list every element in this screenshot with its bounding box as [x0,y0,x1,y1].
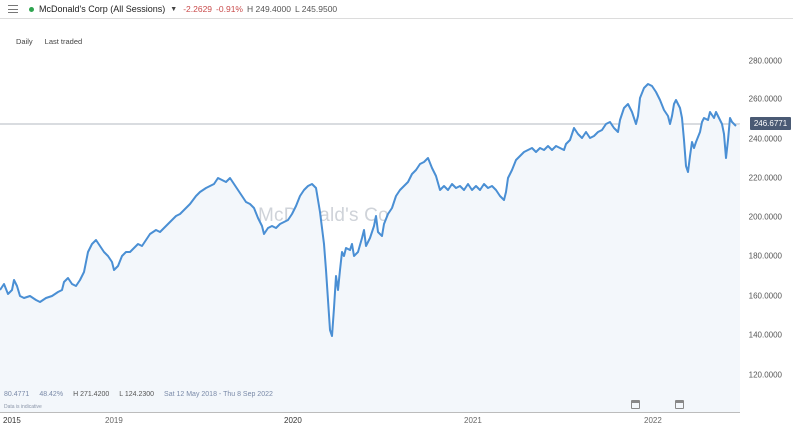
date-range: Sat 12 May 2018 - Thu 8 Sep 2022 [164,391,273,398]
price-change: -2.2629 [183,4,213,14]
x-tick-label: 2022 [644,416,662,425]
y-tick-label: 240.0000 [748,134,782,144]
range-high: H 271.4200 [73,391,110,398]
price-chart[interactable] [0,20,740,412]
calendar-event-icon[interactable] [631,400,640,409]
calendar-event-icon[interactable] [675,400,684,409]
axis-gap [740,412,793,413]
y-tick-label: 280.0000 [748,56,782,66]
y-tick-label: 200.0000 [748,212,782,222]
range-change-percent: 48.42% [39,391,64,398]
market-status-dot [29,6,34,12]
price-line [0,83,737,337]
chart-controls: Daily Last traded [16,37,82,46]
session-high: H 249.4000 [246,4,291,14]
y-tick-label: 260.0000 [748,94,782,104]
instrument-selector[interactable]: McDonald's Corp (All Sessions) [39,4,166,14]
y-tick-label: 220.0000 [748,173,782,183]
session-low: L 245.9500 [294,4,338,14]
x-tick-label: 2019 [105,416,123,425]
range-stats: 80.4771 48.42% H 271.4200 L 124.2300 Sat… [4,391,273,398]
y-tick-label: 180.0000 [748,251,782,261]
y-tick-label: 140.0000 [748,330,782,340]
current-price-tag: 246.6771 [750,117,791,130]
y-tick-label: 160.0000 [748,291,782,301]
range-low: L 124.2300 [119,391,155,398]
x-tick-label: 2021 [464,416,482,425]
price-change-percent: -0.91% [216,4,243,14]
caret-down-icon[interactable]: ▼ [170,5,178,13]
range-change: 80.4771 [4,391,30,398]
x-tick-label: 2020 [284,416,302,425]
interval-selector[interactable]: Daily [16,37,33,46]
data-disclaimer: Data is indicative [4,404,42,410]
price-area-fill [0,84,740,412]
time-axis[interactable]: 2015 2019 2020 2021 2022 [0,412,793,427]
x-tick-label: 2015 [3,416,21,425]
hamburger-icon[interactable] [8,5,18,13]
y-tick-label: 120.0000 [748,370,782,380]
price-axis[interactable]: 280.0000 260.0000 240.0000 220.0000 200.… [742,0,793,412]
instrument-header: McDonald's Corp (All Sessions) ▼ -2.2629… [0,0,793,19]
price-type-selector[interactable]: Last traded [44,37,83,46]
